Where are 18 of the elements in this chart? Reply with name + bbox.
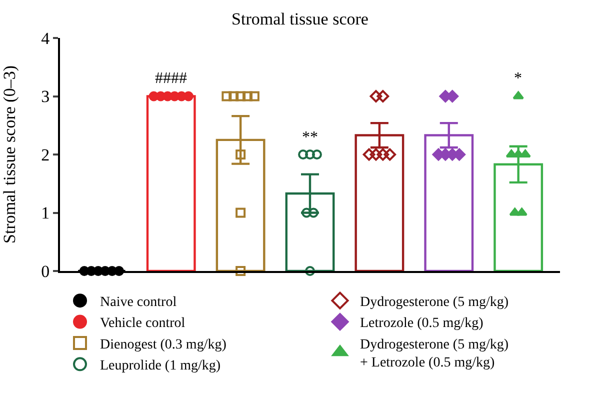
legend-label: Leuprolide (1 mg/kg) [100,358,221,374]
legend-label: Dydrogesterone (5 mg/kg) + Letrozole (0.5 mg/kg) [360,337,509,371]
y-tick-label: 4 [41,28,50,48]
legend-label: Dienogest (0.3 mg/kg) [100,337,227,352]
y-tick-label: 3 [41,87,50,106]
y-tick-label: 2 [41,145,50,164]
y-tick-label: 0 [41,262,50,281]
legend-label: Vehicle control [100,316,186,332]
bar [146,95,196,271]
legend-label: Letrozole (0.5 mg/kg) [360,316,484,332]
legend-label: Dydrogesterone (5 mg/kg) [360,295,509,310]
legend-label: Naive control [100,295,177,310]
data-label: ** [302,129,318,146]
data-label: * [514,70,522,87]
y-tick-label: 1 [41,204,50,223]
y-axis-title: Stromal tissue score (0–3) [0,66,19,244]
data-label: #### [155,70,187,87]
chart-title: Stromal tissue score [232,9,368,28]
